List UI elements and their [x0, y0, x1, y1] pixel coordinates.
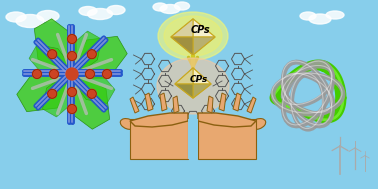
Polygon shape	[171, 19, 193, 37]
Polygon shape	[34, 19, 76, 77]
Ellipse shape	[87, 9, 113, 19]
Polygon shape	[130, 97, 139, 113]
Ellipse shape	[160, 5, 180, 13]
Polygon shape	[68, 71, 110, 129]
Circle shape	[87, 89, 96, 98]
Polygon shape	[233, 93, 241, 111]
Circle shape	[68, 51, 76, 60]
Polygon shape	[130, 113, 188, 127]
Polygon shape	[247, 97, 256, 113]
Text: CPs: CPs	[190, 74, 208, 84]
Ellipse shape	[158, 12, 228, 60]
Circle shape	[50, 70, 59, 78]
Ellipse shape	[153, 3, 167, 11]
Polygon shape	[17, 70, 74, 112]
Polygon shape	[68, 31, 101, 76]
Ellipse shape	[16, 15, 44, 28]
Polygon shape	[193, 37, 215, 55]
Polygon shape	[193, 68, 211, 84]
Ellipse shape	[107, 5, 125, 15]
Polygon shape	[198, 113, 256, 127]
Bar	[188, 119, 198, 159]
Ellipse shape	[79, 6, 97, 15]
Polygon shape	[171, 19, 215, 55]
Circle shape	[48, 50, 57, 59]
Bar	[198, 119, 256, 159]
Polygon shape	[173, 96, 179, 113]
Polygon shape	[207, 96, 213, 113]
Polygon shape	[193, 84, 211, 98]
Polygon shape	[160, 93, 167, 111]
Circle shape	[68, 88, 76, 97]
Circle shape	[68, 105, 76, 114]
Ellipse shape	[175, 2, 189, 10]
Circle shape	[85, 70, 94, 78]
Ellipse shape	[309, 14, 331, 24]
Polygon shape	[171, 37, 193, 55]
Polygon shape	[193, 19, 215, 37]
Circle shape	[102, 70, 112, 78]
Polygon shape	[219, 93, 226, 111]
Ellipse shape	[6, 12, 26, 22]
Circle shape	[48, 89, 57, 98]
Circle shape	[33, 70, 42, 78]
Polygon shape	[70, 36, 127, 78]
Ellipse shape	[157, 58, 229, 114]
Polygon shape	[43, 72, 76, 117]
Bar	[130, 119, 188, 159]
Ellipse shape	[326, 11, 344, 19]
Ellipse shape	[37, 11, 59, 22]
Polygon shape	[145, 93, 153, 111]
Polygon shape	[175, 84, 193, 98]
Polygon shape	[175, 68, 211, 98]
Circle shape	[66, 68, 78, 80]
Ellipse shape	[250, 119, 266, 129]
Ellipse shape	[164, 16, 222, 56]
Ellipse shape	[300, 12, 316, 20]
Polygon shape	[70, 70, 115, 103]
Circle shape	[68, 35, 76, 43]
Polygon shape	[175, 68, 193, 84]
Circle shape	[87, 50, 96, 59]
Ellipse shape	[120, 119, 136, 129]
Text: CPs: CPs	[190, 25, 210, 35]
Polygon shape	[29, 45, 74, 77]
